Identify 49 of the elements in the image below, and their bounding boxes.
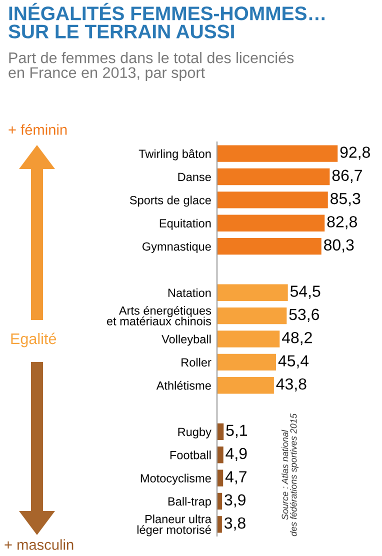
y-tick-label: Natation: [168, 288, 211, 298]
y-tick-label: Arts énergétiques et matériaux chinois: [106, 306, 212, 326]
bar: [217, 284, 288, 301]
y-tick-label: Danse: [178, 172, 211, 182]
chart-subtitle: Part de femmes dans le total des licenciés en France en 2013, par sport: [8, 52, 294, 82]
y-tick-label: Sports de glace: [130, 196, 211, 207]
y-tick-label: Ball-trap: [168, 496, 211, 508]
chart-title: INÉGALITÉS FEMMES-HOMMES… SUR LE TERRAIN AUSSI: [8, 2, 324, 38]
bar: [217, 330, 280, 348]
y-tick-label: Gymnastique: [142, 242, 211, 254]
data-label: 5,1: [226, 424, 248, 438]
y-tick-label: Motocyclisme: [140, 474, 211, 485]
data-label: 48,2: [282, 332, 312, 346]
y-tick-label: Volleyball: [162, 334, 211, 346]
y-tick-label: Planeur ultra léger motorisé: [137, 514, 212, 536]
bar: [217, 446, 224, 464]
data-label: 3,9: [224, 494, 246, 508]
data-label: 3,8: [224, 517, 246, 531]
data-label: 80,3: [324, 239, 354, 252]
y-tick-label: Football: [170, 450, 211, 460]
y-tick-label: Roller: [182, 358, 212, 367]
y-tick-label: Athlétisme: [156, 380, 211, 390]
data-label: 82,8: [327, 216, 357, 230]
annotation: Source : Atlas national des fédérations sportives 2015: [282, 413, 298, 536]
data-label: 45,4: [278, 355, 309, 368]
text: + masculin: [4, 539, 74, 550]
bar: [217, 168, 330, 186]
bar: [217, 145, 338, 162]
data-label: 85,3: [330, 192, 360, 206]
bar: [217, 377, 274, 394]
text: + féminin: [8, 124, 67, 135]
bar: [217, 307, 287, 324]
data-label: 54,5: [290, 286, 320, 299]
data-label: 4,7: [225, 471, 246, 484]
y-tick-label: Rugby: [178, 427, 212, 438]
data-label: 86,7: [332, 170, 362, 183]
data-label: 53,6: [289, 308, 320, 322]
bar: [217, 192, 328, 208]
y-tick-label: Equitation: [160, 218, 211, 230]
text: Egalité: [11, 332, 56, 348]
bar: [217, 214, 325, 232]
bar: [217, 470, 224, 486]
y-tick-label: Twirling bâton: [138, 149, 211, 160]
data-label: 43,8: [276, 378, 306, 392]
bar: [217, 516, 222, 533]
bar: [217, 354, 276, 371]
data-label: 4,9: [226, 448, 247, 462]
bar: [217, 238, 322, 255]
data-label: 92,8: [340, 146, 370, 160]
